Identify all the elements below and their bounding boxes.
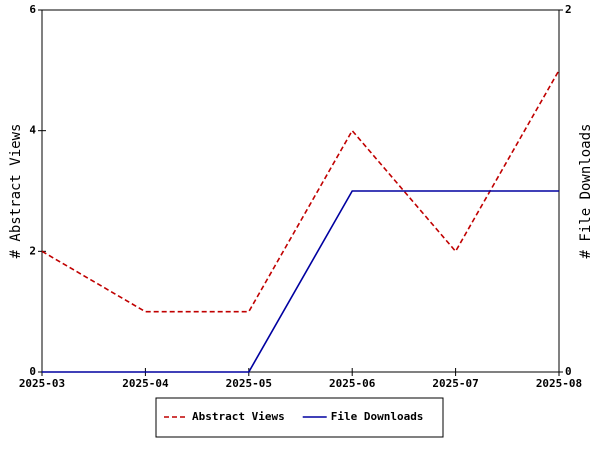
y-tick-label: 2 [29,244,36,257]
legend-box [155,397,444,438]
legend-label: Abstract Views [192,410,285,423]
x-tick-label: 2025-06 [329,377,376,390]
x-tick-label: 2025-07 [432,377,478,390]
x-tick-label: 2025-05 [226,377,272,390]
legend-label: File Downloads [331,410,424,423]
y2-axis-title: # File Downloads [578,124,594,259]
y-tick-label: 6 [29,3,36,16]
y-axis-title: # Abstract Views [8,124,24,259]
y-tick-label: 4 [29,124,36,137]
y2-tick-label: 2 [565,3,572,16]
y2-tick-label: 0 [565,365,572,378]
series-line [42,190,559,373]
x-tick-label: 2025-03 [19,377,65,390]
y-tick-label: 0 [29,365,36,378]
x-tick-label: 2025-08 [536,377,582,390]
x-tick-label: 2025-04 [122,377,169,390]
series-line [41,69,560,313]
